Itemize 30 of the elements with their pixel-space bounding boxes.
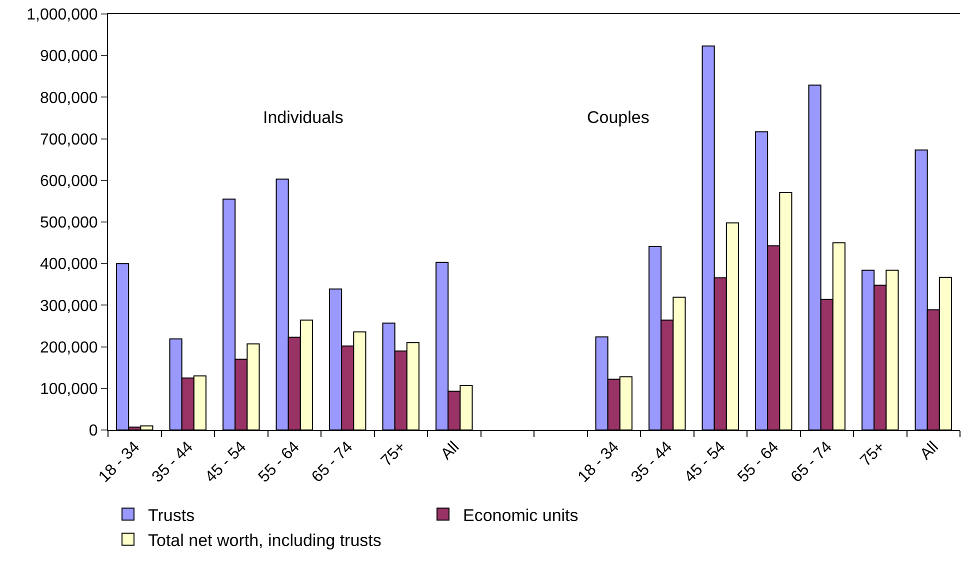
x-tick-label: 45 - 54 [202,438,250,486]
legend-label: Trusts [148,506,195,525]
x-tick-label: 65 - 74 [308,438,356,486]
x-tick-label: All [438,438,463,464]
y-tick-label: 1,000,000 [26,6,98,24]
x-tick-label: 55 - 64 [256,438,303,486]
x-tick-label: All [917,438,942,464]
y-tick-label: 300,000 [40,298,98,315]
legend-label: Economic units [463,506,578,525]
x-tick-label: 18 - 34 [96,438,144,486]
y-tick-label: 800,000 [40,90,98,107]
y-tick-label: 700,000 [40,131,98,148]
y-tick-label: 600,000 [40,173,98,190]
x-tick-label: 75+ [378,438,410,470]
x-tick-label: 35 - 44 [149,438,196,486]
y-tick-label: 100,000 [40,381,98,398]
annotation: Individuals [263,108,344,127]
legend-label: Total net worth, including trusts [148,530,382,550]
annotation: Couples [587,108,650,127]
y-tick-label: 500,000 [40,214,98,232]
x-tick-label: 75+ [857,438,889,470]
x-tick-label: 18 - 34 [575,438,622,486]
y-tick-label: 400,000 [40,256,98,274]
x-tick-label: 55 - 64 [734,438,782,486]
x-tick-label: 45 - 54 [682,438,729,486]
x-tick-label: 65 - 74 [788,438,836,486]
y-tick-label: 900,000 [40,48,98,66]
y-tick-label: 0 [88,422,98,440]
y-tick-label: 200,000 [40,339,98,356]
x-tick-label: 35 - 44 [628,438,676,486]
